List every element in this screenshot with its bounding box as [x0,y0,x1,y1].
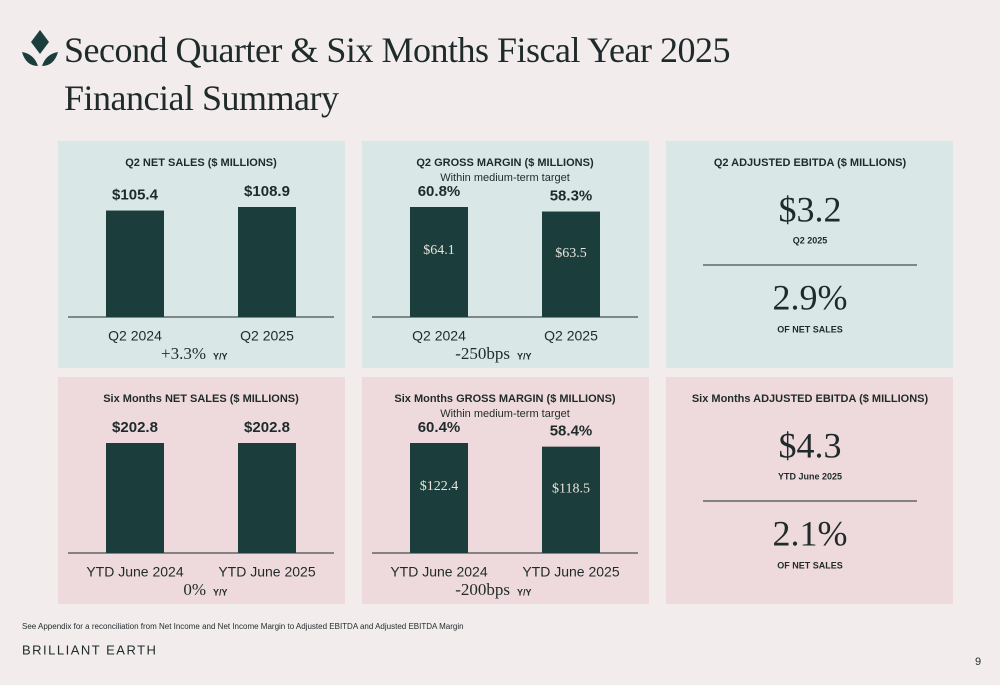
panel [666,141,953,368]
ebitda-value: $4.3 [779,425,842,465]
value-label: $202.8 [244,419,290,436]
value-label: 58.4% [550,423,593,440]
inner-label: $122.4 [420,479,459,494]
panel-subtitle: Within medium-term target [440,408,570,420]
panel [362,377,649,604]
bar [410,207,468,317]
bar [410,443,468,553]
change: 0% [183,580,206,599]
page-number: 9 [975,656,981,668]
inner-label: $64.1 [423,243,455,258]
change-unit: Y/Y [517,351,532,361]
panel-title: Six Months ADJUSTED EBITDA ($ MILLIONS) [692,393,929,405]
brand: BRILLIANT EARTH [22,642,157,657]
panel-title: Q2 NET SALES ($ MILLIONS) [125,157,277,169]
panel-subtitle: Within medium-term target [440,172,570,184]
ebitda-value: $3.2 [779,189,842,229]
logo [22,30,58,66]
x-tick-label: YTD June 2024 [86,564,183,580]
bar [106,210,164,317]
x-tick-label: Q2 2024 [412,328,466,344]
margin-caption: OF NET SALES [777,560,843,570]
value-label: $202.8 [112,419,158,436]
bar [542,211,600,317]
value-label: 60.4% [418,419,461,436]
panel-title: Q2 ADJUSTED EBITDA ($ MILLIONS) [714,157,907,169]
change: -250bps [455,344,510,363]
ebitda-caption: YTD June 2025 [778,471,842,481]
bar [106,443,164,553]
panel [58,377,345,604]
panel-title: Six Months GROSS MARGIN ($ MILLIONS) [394,393,616,405]
change-unit: Y/Y [213,587,228,597]
inner-label: $118.5 [552,481,590,496]
bar [238,443,296,553]
change: -200bps [455,580,510,599]
footnote: See Appendix for a reconciliation from N… [22,622,464,631]
panel [666,377,953,604]
change-unit: Y/Y [213,351,228,361]
x-tick-label: Q2 2025 [544,328,598,344]
bar [542,446,600,553]
ebitda-margin: 2.9% [773,277,848,317]
value-label: $105.4 [112,187,159,204]
change: +3.3% [161,344,206,363]
panel-title: Six Months NET SALES ($ MILLIONS) [103,393,299,405]
x-tick-label: YTD June 2025 [522,564,619,580]
change-unit: Y/Y [517,587,532,597]
slide-title: Second Quarter & Six Months Fiscal Year … [64,30,730,118]
ebitda-margin: 2.1% [773,513,848,553]
x-tick-label: Q2 2025 [240,328,294,344]
inner-label: $63.5 [555,246,587,261]
ebitda-caption: Q2 2025 [793,235,828,245]
x-tick-label: YTD June 2024 [390,564,487,580]
panel-title: Q2 GROSS MARGIN ($ MILLIONS) [416,157,594,169]
x-tick-label: YTD June 2025 [218,564,315,580]
x-tick-label: Q2 2024 [108,328,162,344]
value-label: 58.3% [550,187,593,204]
panel [58,141,345,368]
bar [238,207,296,317]
margin-caption: OF NET SALES [777,324,843,334]
value-label: 60.8% [418,183,461,200]
panel [362,141,649,368]
value-label: $108.9 [244,183,290,200]
